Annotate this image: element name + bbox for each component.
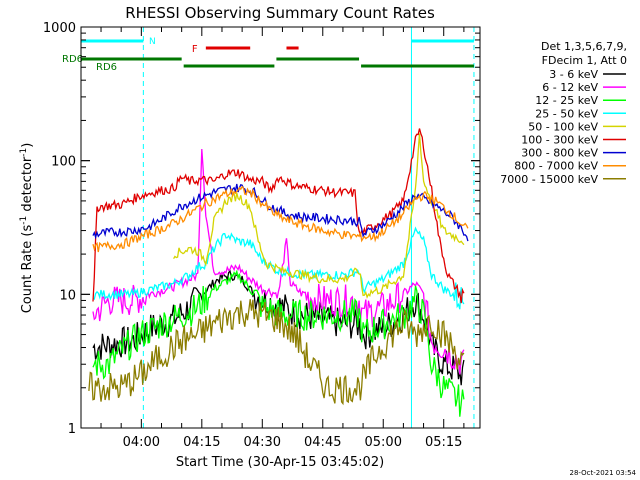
x-tick-label: 04:00	[123, 435, 160, 450]
legend-entry-label: 6 - 12 keV	[542, 81, 598, 94]
flag-label-n: N	[149, 37, 156, 47]
y-tick-label: 100	[51, 155, 76, 170]
y-tick-label: 1	[68, 422, 76, 437]
legend-header-line1: Det 1,3,5,6,7,9,	[541, 40, 627, 53]
flag-label-rd6: RD6	[96, 62, 117, 73]
y-axis-label-end: )	[20, 143, 35, 148]
legend-entry-label: 7000 - 15000 keV	[500, 173, 598, 186]
y-axis-label-sup2: -1	[19, 148, 29, 157]
series-line-3	[92, 269, 465, 417]
legend-entry-label: 300 - 800 keV	[521, 147, 598, 160]
series-line-5	[173, 133, 465, 299]
legend-entry-label: 12 - 25 keV	[535, 94, 598, 107]
legend-entry-label: 3 - 6 keV	[549, 68, 598, 81]
y-axis-label-mid: detector	[20, 156, 35, 216]
x-axis-label: Start Time (30-Apr-15 03:45:02)	[176, 455, 384, 470]
legend-entry-label: 800 - 7000 keV	[514, 160, 598, 173]
plot-frame	[80, 26, 481, 429]
plot-area: N F RD6 RD6	[62, 27, 475, 428]
footer-timestamp: 28-Oct-2021 03:54	[570, 469, 637, 477]
y-axis-label-sup1: -1	[19, 216, 29, 225]
y-axis-label: Count Rate (s-1 detector-1)	[19, 143, 35, 314]
x-tick-label: 05:15	[425, 435, 462, 450]
x-tick-label: 04:30	[244, 435, 281, 450]
series-line-4	[92, 226, 465, 310]
x-tick-label: 04:15	[183, 435, 220, 450]
series-line-9	[88, 299, 465, 406]
x-tick-label: 04:45	[304, 435, 341, 450]
flag-label-rd6-left: RD6	[62, 54, 83, 65]
y-axis-label-main: Count Rate (s	[20, 225, 35, 314]
legend-entry-label: 100 - 300 keV	[521, 134, 598, 147]
series-line-6	[92, 128, 465, 304]
flag-label-f: F	[192, 44, 198, 55]
y-tick-label: 1000	[43, 21, 76, 36]
x-axis: 04:00 04:15 04:30 04:45 05:00 05:15	[100, 27, 465, 450]
y-axis: 1 10 100 1000	[43, 21, 480, 437]
chart-title: RHESSI Observing Summary Count Rates	[125, 4, 435, 22]
series-line-7	[92, 183, 469, 242]
legend-entry-label: 25 - 50 keV	[535, 107, 598, 120]
series-line-2	[92, 148, 465, 375]
x-tick-label: 05:00	[365, 435, 402, 450]
series-line-8	[92, 185, 469, 253]
y-tick-label: 10	[59, 288, 76, 303]
legend: Det 1,3,5,6,7,9, FDecim 1, Att 0 3 - 6 k…	[500, 40, 627, 186]
legend-header-line2: FDecim 1, Att 0	[542, 54, 627, 67]
legend-entry-label: 50 - 100 keV	[528, 120, 598, 133]
